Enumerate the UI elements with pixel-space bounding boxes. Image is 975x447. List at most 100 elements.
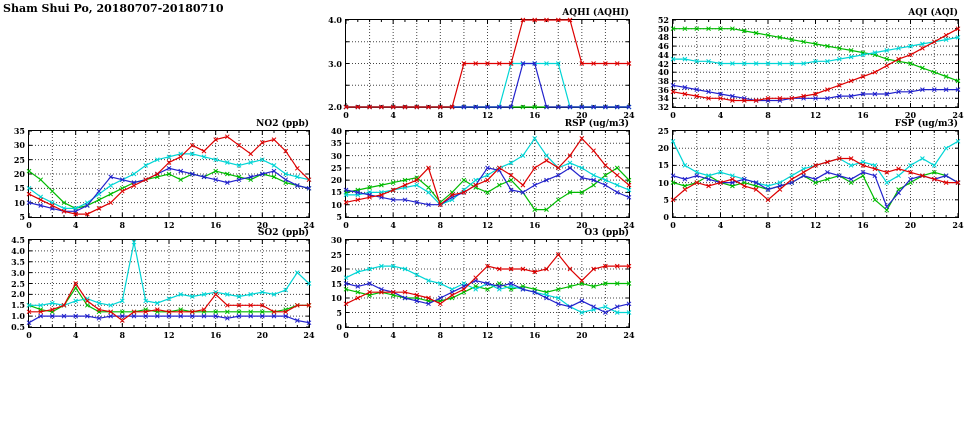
y-tick-label: 34 <box>657 93 669 104</box>
chart-aqi: 32 34 36 38 40 42 44 46 48 50 52 0 4 8 12 16 20 24 AQI (AQ… <box>658 8 964 120</box>
x-tick-label: 24 <box>623 110 635 120</box>
y-tick-label: 2.0 <box>11 289 25 300</box>
y-tick-label: 10 <box>13 197 25 208</box>
x-tick-label: 16 <box>210 220 222 230</box>
series-markers-green <box>670 26 961 84</box>
chart-title: AQHI (AQHI) <box>562 8 629 18</box>
x-tick-label: 12 <box>809 220 822 230</box>
chart-aqhi: 2.0 3.0 4.0 0 4 8 12 16 20 24 AQHI (AQHI) <box>328 8 634 120</box>
chart-so2: 0.5 1.0 1.5 2.0 2.5 3.0 3.5 4.0 4.5 0 4 8 12 16 20 24 SO… <box>11 228 314 340</box>
chart-title: RSP (ug/m3) <box>564 119 629 129</box>
x-tick-label: 8 <box>437 110 444 120</box>
y-tick-label: 0 <box>336 322 342 332</box>
y-tick-label: 40 <box>330 126 342 136</box>
y-tick-label: 25 <box>13 154 25 165</box>
y-tick-label: 42 <box>657 58 669 69</box>
y-tick-label: 25 <box>330 249 342 260</box>
x-tick-label: 8 <box>765 110 771 120</box>
y-tick-label: 0.5 <box>11 322 25 332</box>
x-tick-label: 12 <box>481 330 494 340</box>
chart-canvas <box>26 130 312 218</box>
y-tick-label: 15 <box>13 183 25 194</box>
y-tick-label: 4.0 <box>11 245 25 256</box>
x-tick-label: 8 <box>119 330 126 340</box>
series-markers-red <box>26 281 312 323</box>
x-tick-label: 4 <box>390 330 396 340</box>
series-markers-red <box>343 136 632 208</box>
x-tick-label: 8 <box>119 220 126 230</box>
y-tick-label: 10 <box>330 199 342 210</box>
x-tick-label: 24 <box>623 330 635 340</box>
chart-title: FSP (ug/m3) <box>894 119 958 129</box>
y-tick-label: 15 <box>657 160 669 171</box>
y-tick-label: 36 <box>657 84 669 95</box>
y-tick-label: 32 <box>657 102 669 112</box>
x-tick-label: 0 <box>343 220 349 230</box>
chart-rsp: 5 10 15 20 25 30 35 40 0 4 8 12 16 20 24 RSP (ug/m3) <box>331 119 635 230</box>
x-tick-label: 20 <box>904 110 917 120</box>
x-tick-label: 0 <box>343 110 349 120</box>
chart-canvas <box>670 19 961 108</box>
x-tick-label: 24 <box>303 220 315 230</box>
x-tick-label: 8 <box>437 220 444 230</box>
x-tick-label: 0 <box>26 220 32 230</box>
x-tick-label: 24 <box>303 330 315 340</box>
y-tick-label: 20 <box>330 264 342 274</box>
y-tick-label: 35 <box>13 126 25 136</box>
series-markers-red <box>670 26 961 103</box>
x-tick-label: 12 <box>481 220 494 230</box>
x-tick-label: 16 <box>529 110 541 120</box>
y-tick-label: 35 <box>330 138 342 149</box>
x-tick-label: 0 <box>670 220 676 230</box>
x-tick-label: 20 <box>576 330 588 340</box>
x-tick-label: 16 <box>857 220 869 230</box>
y-tick-label: 3.5 <box>11 256 25 267</box>
series-markers-blue <box>670 82 961 103</box>
series-markers-red <box>343 17 632 110</box>
x-tick-label: 0 <box>26 330 32 340</box>
chart-canvas <box>670 130 961 218</box>
y-tick-label: 15 <box>330 187 342 198</box>
y-tick-label: 40 <box>657 67 669 78</box>
y-tick-label: 3.0 <box>11 267 25 278</box>
y-tick-label: 2.5 <box>11 278 25 289</box>
x-tick-label: 20 <box>576 110 588 120</box>
series-markers-red <box>343 252 632 307</box>
series-red <box>29 282 309 322</box>
chart-o3: 0 5 10 15 20 25 30 0 4 8 12 16 20 24 O3 (ppb) <box>331 228 635 340</box>
x-tick-label: 16 <box>529 220 541 230</box>
y-tick-label: 3.0 <box>328 58 342 69</box>
series-markers-red <box>670 156 961 203</box>
x-tick-label: 4 <box>717 220 724 230</box>
y-tick-label: 10 <box>657 177 669 188</box>
y-tick-label: 4.5 <box>11 235 25 245</box>
y-tick-label: 1.0 <box>11 311 25 322</box>
y-tick-label: 38 <box>657 75 669 86</box>
chart-title: NO2 (ppb) <box>256 119 309 129</box>
y-tick-label: 44 <box>657 49 669 60</box>
chart-canvas <box>343 130 632 218</box>
y-tick-label: 0 <box>663 212 669 222</box>
x-tick-label: 16 <box>857 110 869 120</box>
series-markers-blue <box>343 278 632 315</box>
y-tick-label: 5 <box>336 307 342 318</box>
y-tick-label: 10 <box>330 293 342 303</box>
y-tick-label: 1.5 <box>11 300 25 311</box>
y-tick-label: 52 <box>657 15 669 25</box>
y-tick-label: 48 <box>657 32 669 43</box>
x-tick-label: 0 <box>670 110 676 120</box>
y-tick-label: 4.0 <box>328 15 342 25</box>
y-tick-label: 5 <box>19 212 25 222</box>
chart-fsp: 0 5 10 15 20 25 0 4 8 12 16 20 24 FSP (ug/m3) <box>658 119 964 230</box>
x-tick-label: 16 <box>529 330 541 340</box>
x-tick-label: 20 <box>256 220 268 230</box>
x-tick-label: 20 <box>576 220 588 230</box>
chart-canvas <box>343 239 632 328</box>
series-markers-blue <box>26 313 312 326</box>
x-tick-label: 4 <box>72 220 79 230</box>
x-tick-label: 0 <box>343 330 349 340</box>
page-title: Sham Shui Po, 20180707-20180710 <box>3 2 224 15</box>
chart-title: SO2 (ppb) <box>257 228 309 238</box>
series-blue <box>672 171 959 208</box>
x-tick-label: 12 <box>809 110 822 120</box>
